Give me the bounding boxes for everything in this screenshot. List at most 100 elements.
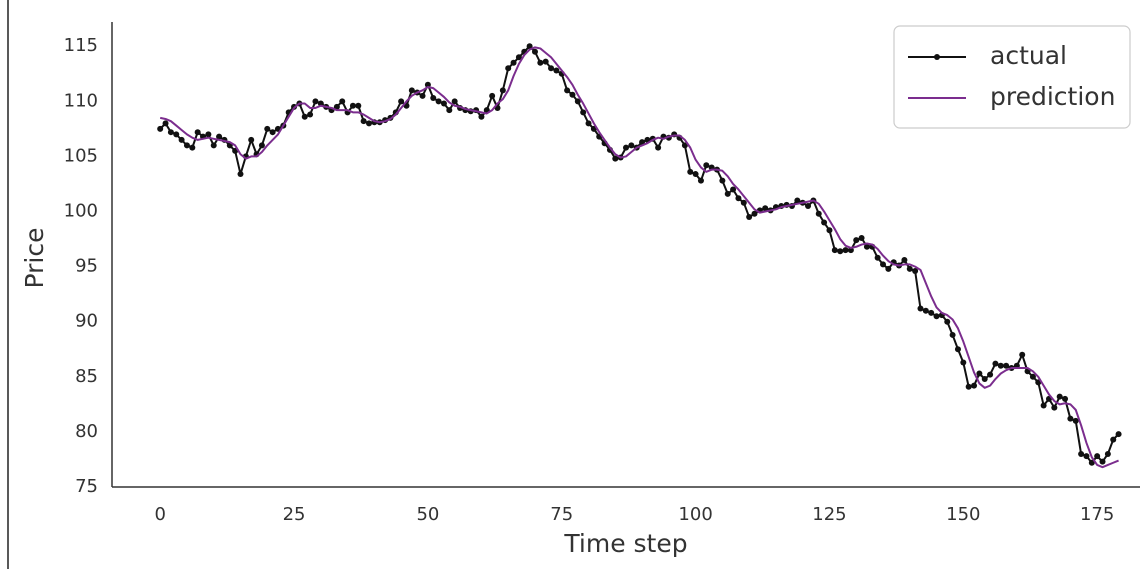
point (746, 214, 753, 221)
point (194, 129, 201, 136)
point (794, 197, 801, 204)
point (1083, 453, 1090, 460)
point (542, 58, 549, 65)
point (248, 136, 255, 143)
point (553, 67, 560, 74)
point (697, 177, 704, 184)
point (639, 139, 646, 146)
point (339, 98, 346, 105)
point (933, 313, 940, 320)
point (430, 95, 437, 102)
point (366, 120, 372, 127)
point (478, 113, 485, 120)
point (949, 331, 956, 338)
point (1115, 431, 1122, 438)
point (162, 120, 169, 127)
point (874, 254, 881, 261)
point (499, 87, 506, 94)
x-tick-label: 0 (154, 504, 165, 525)
point (531, 48, 538, 55)
point (692, 171, 699, 178)
point (971, 382, 978, 389)
point (740, 199, 747, 206)
point (264, 125, 271, 132)
point (1040, 402, 1047, 409)
point (821, 219, 828, 226)
point (435, 98, 442, 105)
point (922, 307, 929, 314)
point (960, 359, 967, 366)
y-tick-label: 85 (75, 366, 98, 387)
point (885, 265, 892, 272)
point (157, 125, 164, 132)
y-tick-label: 105 (64, 145, 98, 166)
point (183, 142, 190, 149)
y-axis-label: Price (20, 228, 49, 289)
legend-label: actual (990, 41, 1067, 70)
point (612, 155, 619, 162)
point (537, 59, 544, 66)
point (762, 205, 769, 212)
point (574, 98, 581, 105)
x-tick-label: 125 (812, 504, 846, 525)
point (205, 131, 212, 138)
point (580, 109, 587, 116)
point (1062, 395, 1069, 402)
point (1088, 459, 1095, 466)
legend-box (893, 25, 1131, 129)
point (1067, 415, 1074, 422)
point (901, 257, 908, 264)
point (301, 113, 308, 120)
point (510, 59, 517, 66)
point (355, 102, 362, 109)
point (398, 98, 405, 105)
point (564, 87, 571, 94)
point (1078, 450, 1085, 457)
point (719, 177, 726, 184)
point (440, 100, 447, 107)
x-tick-label: 50 (416, 504, 439, 525)
legend-marker (934, 54, 940, 60)
point (1072, 417, 1079, 424)
point (1029, 373, 1036, 380)
y-tick-label: 115 (64, 35, 98, 56)
point (981, 376, 988, 383)
point (628, 142, 635, 149)
x-tick-label: 75 (550, 504, 573, 525)
point (805, 203, 812, 210)
point (826, 227, 833, 234)
x-tick-label: 100 (678, 504, 712, 525)
point (1056, 393, 1063, 400)
point (167, 129, 174, 136)
point (173, 131, 180, 138)
point (853, 237, 860, 244)
point (489, 92, 496, 99)
point (681, 142, 688, 149)
x-axis-label: Time step (563, 529, 687, 558)
point (419, 92, 426, 99)
point (965, 383, 972, 390)
point (954, 346, 961, 353)
point (831, 247, 838, 254)
point (687, 168, 694, 175)
point (237, 171, 244, 178)
point (312, 98, 319, 105)
point (569, 91, 576, 98)
point (1003, 362, 1010, 369)
point (987, 371, 994, 378)
y-tick-label: 80 (75, 421, 98, 442)
point (1110, 436, 1117, 443)
point (992, 360, 999, 367)
point (333, 103, 340, 110)
point (655, 144, 662, 151)
y-tick-label: 100 (64, 201, 98, 222)
point (585, 120, 592, 127)
point (944, 318, 951, 325)
point (928, 309, 935, 316)
point (623, 144, 629, 151)
point (505, 65, 512, 72)
point (863, 243, 870, 250)
point (178, 136, 185, 143)
point (917, 305, 924, 312)
point (842, 247, 849, 254)
